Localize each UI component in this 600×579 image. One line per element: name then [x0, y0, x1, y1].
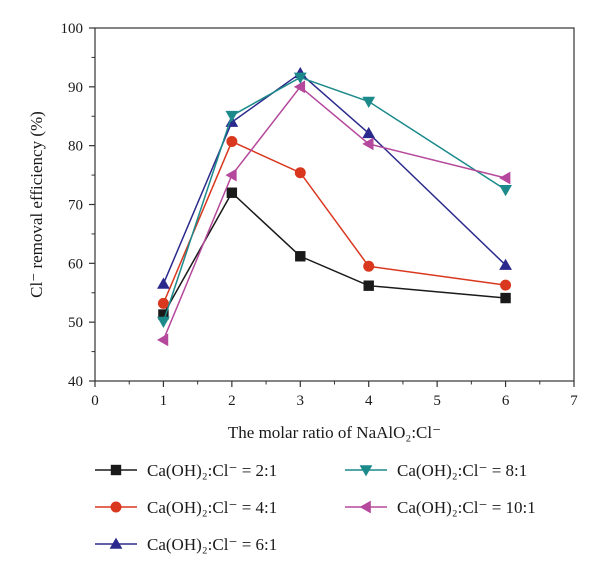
data-point: [499, 171, 511, 185]
legend-marker: [359, 500, 371, 514]
data-point: [294, 167, 306, 179]
data-point: [362, 137, 374, 151]
legend-label: Ca(OH)₂:Cl⁻ = 2:1: [147, 461, 277, 480]
data-point: [499, 184, 512, 197]
data-point: [157, 333, 169, 347]
y-tick-label: 70: [68, 198, 83, 214]
data-point: [293, 72, 307, 84]
series-4: [157, 72, 512, 328]
legend-marker: [109, 537, 123, 549]
series-2: [157, 136, 512, 309]
data-point: [499, 258, 512, 270]
data-point: [225, 110, 239, 123]
plot-frame: [94, 27, 575, 382]
x-tick-label: 0: [91, 393, 99, 409]
series-5: [157, 80, 511, 347]
y-tick-label: 40: [68, 374, 83, 390]
series-3: [157, 66, 512, 289]
data-point: [363, 280, 374, 291]
x-tick-label: 7: [570, 393, 578, 409]
y-tick-label: 50: [68, 315, 83, 331]
legend-label: Ca(OH)₂:Cl⁻ = 6:1: [147, 535, 277, 554]
legend-label: Ca(OH)₂:Cl⁻ = 4:1: [147, 498, 277, 517]
x-tick-label: 4: [365, 393, 373, 409]
data-point: [500, 292, 511, 304]
x-tick-label: 2: [228, 393, 236, 409]
data-point: [157, 277, 170, 289]
series-line: [162, 85, 506, 341]
legend-item-3: Ca(OH)₂:Cl⁻ = 6:1: [95, 535, 277, 554]
series-line: [162, 191, 506, 315]
series-line: [162, 76, 506, 322]
y-tick-label: 100: [61, 21, 84, 37]
x-tick-label: 5: [433, 393, 441, 409]
legend-marker: [110, 501, 122, 513]
data-point: [362, 126, 376, 139]
data-point: [500, 279, 512, 291]
data-point: [226, 187, 238, 198]
x-tick-label: 1: [160, 393, 168, 409]
legend-marker: [110, 464, 122, 476]
data-point: [362, 96, 376, 108]
data-point: [226, 136, 238, 148]
series-1: [158, 187, 511, 320]
y-tick-label: 90: [68, 80, 83, 96]
x-tick-label: 3: [297, 393, 305, 409]
y-axis-title: Cl⁻ removal efficiency (%): [27, 111, 46, 298]
y-tick-label: 60: [68, 256, 83, 272]
x-tick-label: 6: [502, 393, 510, 409]
data-point: [295, 251, 306, 262]
legend-marker: [359, 465, 373, 477]
data-point: [157, 297, 169, 309]
legend-item-1: Ca(OH)₂:Cl⁻ = 2:1: [95, 461, 277, 480]
data-point: [158, 309, 169, 320]
x-axis-title: The molar ratio of NaAlO₂:Cl⁻: [228, 423, 441, 442]
data-point: [157, 316, 170, 328]
series-line: [162, 72, 507, 285]
legend-item-4: Ca(OH)₂:Cl⁻ = 8:1: [345, 461, 527, 480]
data-point: [225, 168, 237, 182]
legend-item-5: Ca(OH)₂:Cl⁻ = 10:1: [345, 498, 536, 517]
y-tick-label: 80: [68, 139, 83, 155]
legend-label: Ca(OH)₂:Cl⁻ = 10:1: [397, 498, 536, 517]
legend-label: Ca(OH)₂:Cl⁻ = 8:1: [397, 461, 527, 480]
legend-item-2: Ca(OH)₂:Cl⁻ = 4:1: [95, 498, 277, 517]
data-point: [363, 260, 375, 272]
data-point: [293, 80, 306, 94]
